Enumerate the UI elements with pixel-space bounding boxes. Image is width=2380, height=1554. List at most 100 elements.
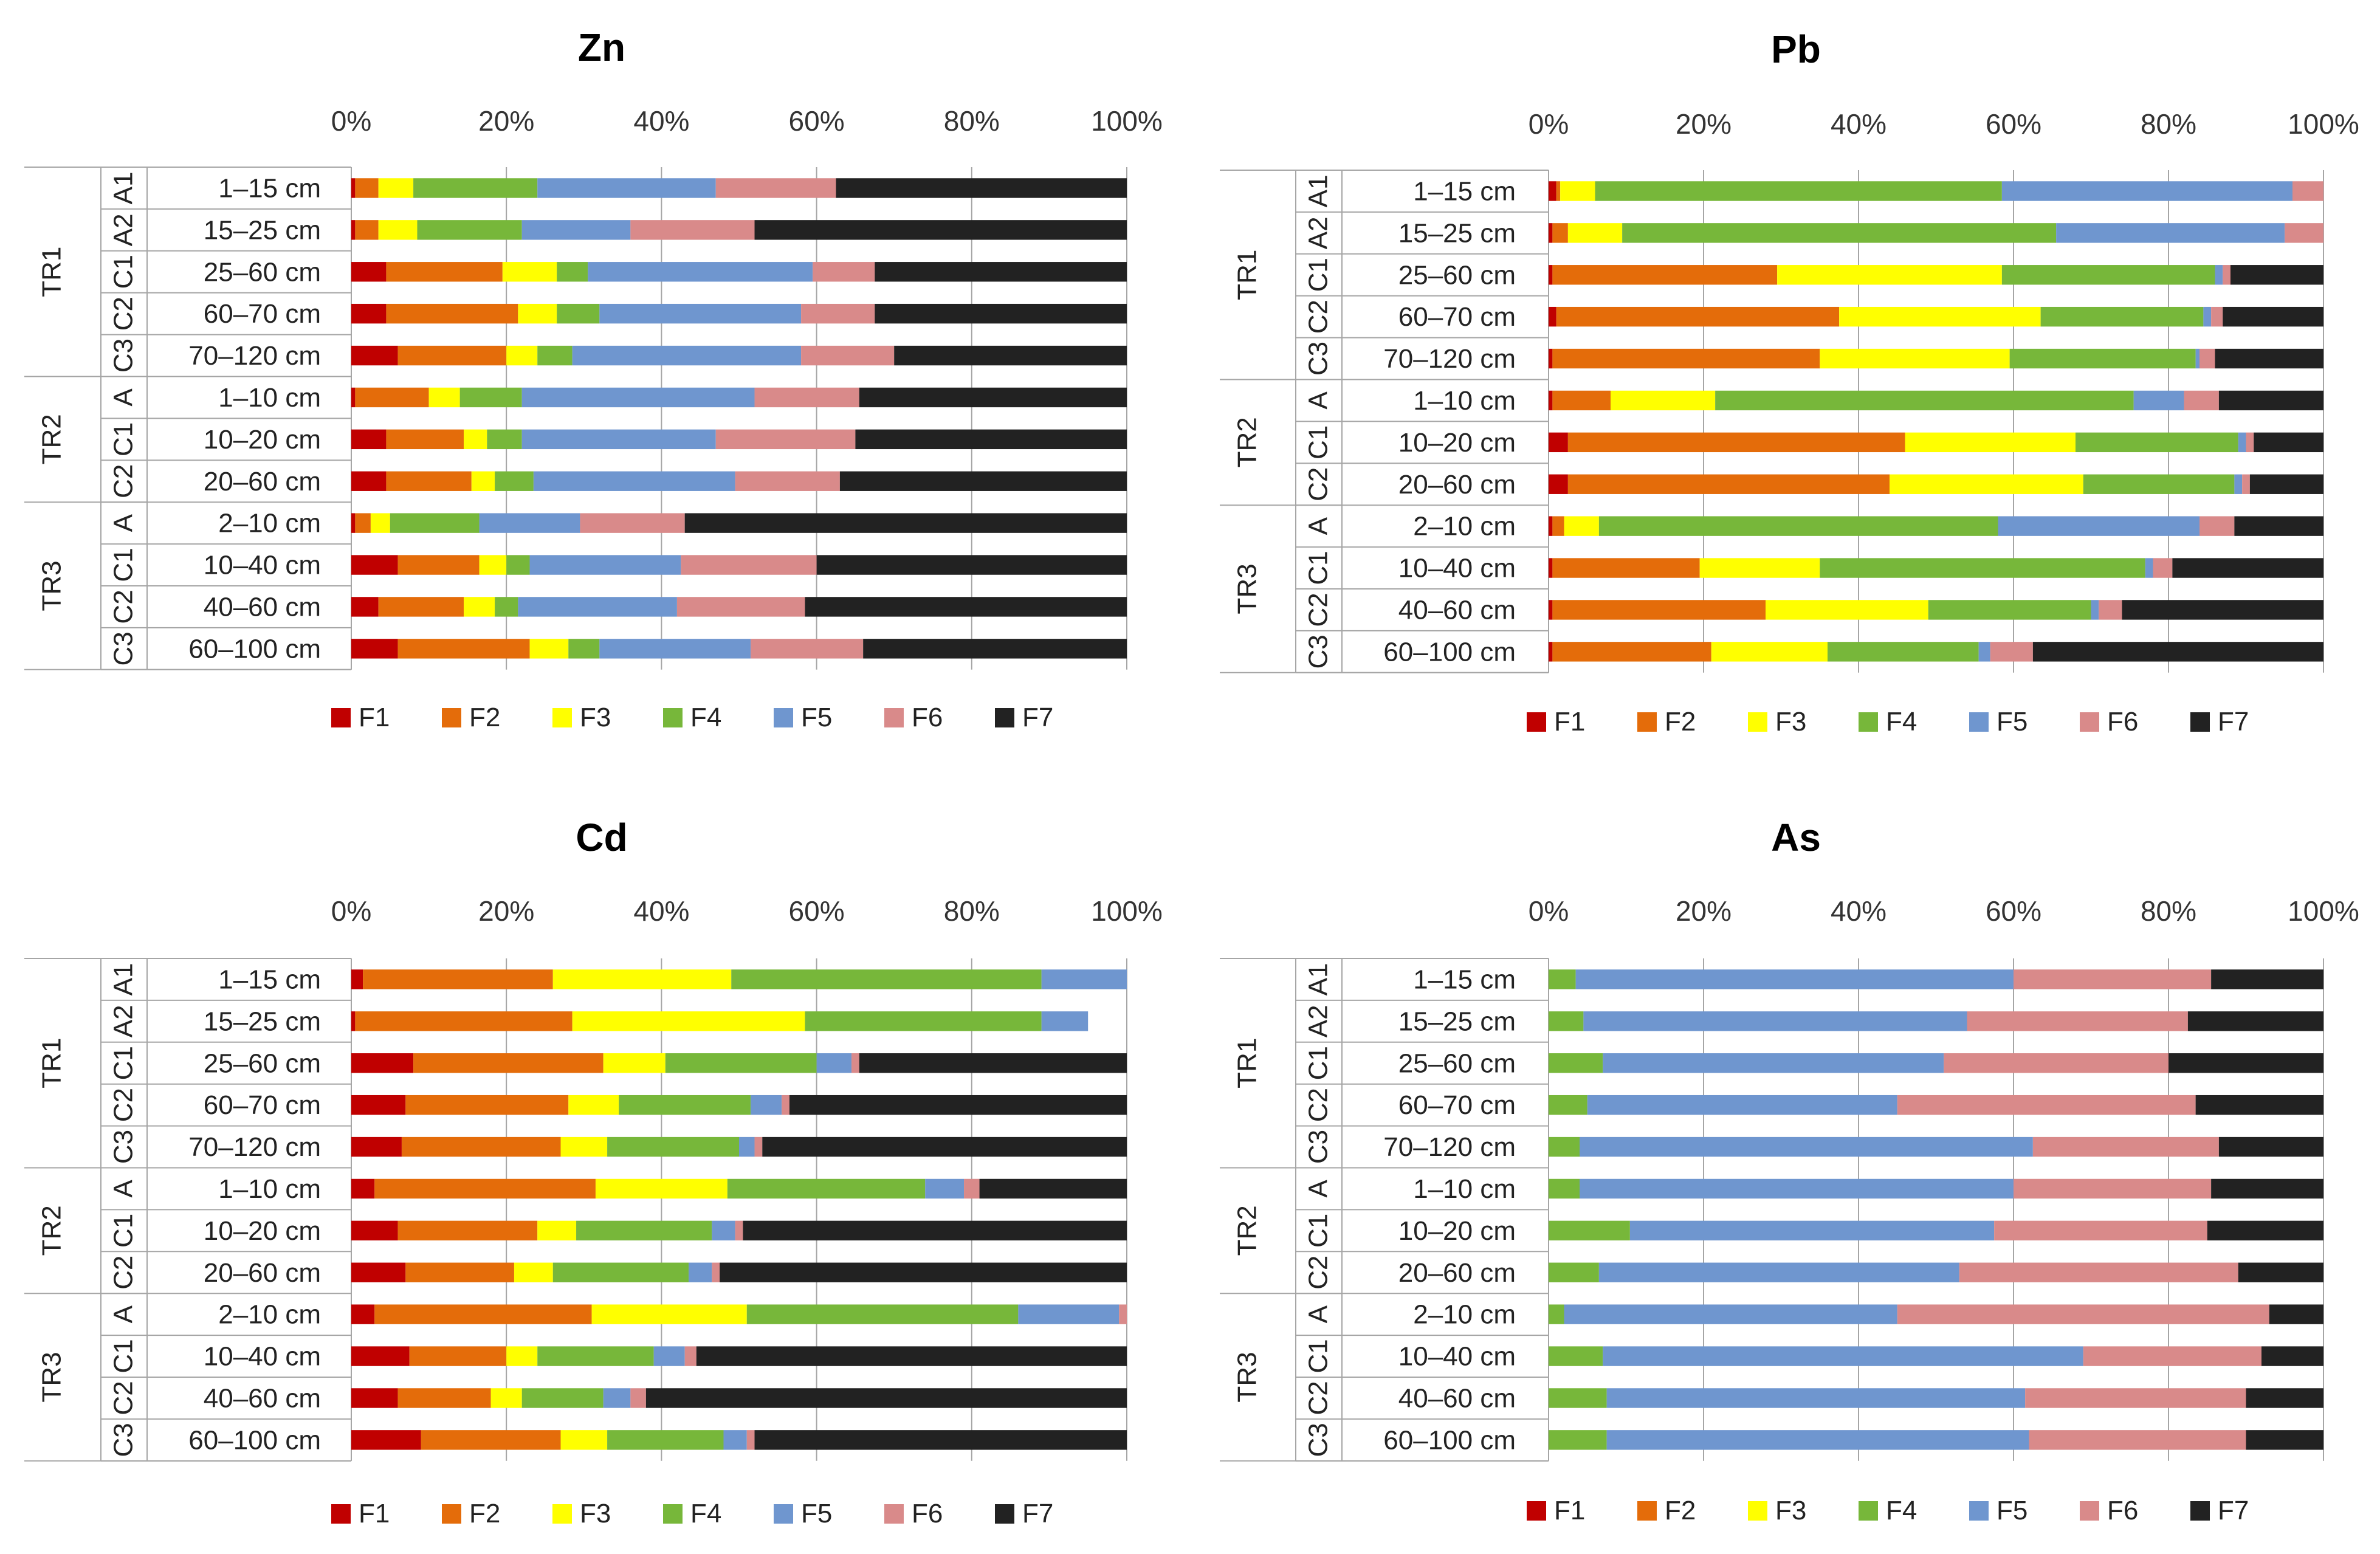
- bar-segment-f3: [1905, 432, 2076, 453]
- bar-segment-f1: [1549, 348, 1553, 369]
- legend-label: F1: [1554, 1496, 1585, 1525]
- bar-segment-f5: [1998, 516, 2199, 536]
- bar-segment-f5: [2234, 474, 2243, 494]
- horizon-label: C3: [109, 1130, 139, 1164]
- bar-segment-f2: [397, 345, 507, 366]
- legend-swatch-f2: [442, 1504, 461, 1524]
- bar-segment-f1: [351, 1095, 406, 1115]
- x-tick-label: 80%: [944, 105, 1000, 137]
- category-label: 60–70 cm: [204, 1090, 321, 1120]
- bar-segment-f7: [2187, 1011, 2323, 1031]
- group-label: TR2: [1233, 417, 1262, 467]
- chart-title: As: [1771, 816, 1821, 859]
- group-label: TR1: [37, 1038, 67, 1088]
- bar-segment-f6: [801, 303, 875, 324]
- bar-segment-f4: [1549, 1136, 1580, 1157]
- bar-segment-f6: [2029, 1430, 2246, 1450]
- bar-segment-f4: [1549, 1095, 1587, 1115]
- bar-segment-f1: [1549, 558, 1553, 578]
- horizon-label: C1: [109, 1339, 139, 1373]
- legend-swatch-f2: [442, 708, 461, 727]
- bar-segment-f4: [2001, 265, 2215, 285]
- group-label: TR3: [37, 560, 67, 611]
- bar-segment-f4: [1549, 1220, 1630, 1241]
- bar-segment-f4: [537, 1346, 654, 1366]
- bar-segment-f2: [421, 1430, 561, 1450]
- bar-segment-f3: [1564, 516, 1599, 536]
- bar-segment-f1: [351, 429, 387, 450]
- bar-segment-f4: [1598, 516, 1998, 536]
- bar-segment-f5: [689, 1262, 712, 1282]
- legend-swatch-f4: [1859, 712, 1878, 732]
- legend: F1 F2 F3 F4 F5 F6 F7: [1527, 1496, 2249, 1525]
- bar-segment-f2: [413, 1053, 604, 1073]
- bar-segment-f6: [2083, 1346, 2261, 1366]
- x-tick-label: 0%: [331, 105, 371, 137]
- bar-segment-f5: [2145, 558, 2153, 578]
- bar-segment-f3: [490, 1388, 522, 1408]
- legend-label: F6: [912, 703, 943, 732]
- bar-segment-f4: [1595, 181, 2002, 201]
- legend-label: F2: [469, 1499, 500, 1528]
- bar-segment-f2: [386, 471, 472, 491]
- bar-segment-f4: [1549, 1178, 1580, 1199]
- bar-segment-f7: [2172, 558, 2323, 578]
- bar-segment-f6: [712, 1262, 720, 1282]
- bar-segment-f2: [386, 429, 464, 450]
- bar-segment-f4: [521, 1388, 604, 1408]
- bar-segment-f1: [1549, 181, 1556, 201]
- bar-segment-f6: [1897, 1304, 2269, 1324]
- bar-segment-f4: [1549, 969, 1576, 989]
- bar-segment-f6: [2223, 265, 2230, 285]
- legend-label: F2: [469, 703, 500, 732]
- bar-segment-f3: [1777, 265, 2002, 285]
- legend-label: F5: [1997, 1496, 2027, 1525]
- category-label: 1–10 cm: [1413, 386, 1516, 416]
- bar-segment-f6: [630, 220, 755, 240]
- bar-segment-f5: [572, 345, 802, 366]
- x-tick-label: 40%: [633, 105, 689, 137]
- legend-swatch-f5: [1969, 712, 1989, 732]
- bar-segment-f6: [1944, 1053, 2168, 1073]
- bar-segment-f1: [351, 597, 379, 617]
- chart-title: Pb: [1771, 27, 1821, 71]
- legend-swatch-f3: [1748, 712, 1767, 732]
- bar-segment-f6: [735, 1220, 743, 1241]
- group-label: TR1: [37, 247, 67, 297]
- bar-segment-f1: [351, 1388, 398, 1408]
- bar-segment-f1: [1549, 516, 1553, 536]
- bar-segment-f5: [1587, 1095, 1897, 1115]
- legend-swatch-f1: [331, 708, 351, 727]
- bar-segment-f1: [351, 178, 356, 198]
- category-label: 1–10 cm: [218, 383, 321, 413]
- bar-segment-f3: [1890, 474, 2083, 494]
- group-label: TR1: [1233, 250, 1262, 300]
- bar-segment-f7: [863, 639, 1127, 659]
- horizon-label: C1: [1304, 1046, 1333, 1080]
- category-label: 60–100 cm: [1383, 1425, 1516, 1455]
- bar-segment-f2: [1552, 558, 1700, 578]
- bar-segment-f4: [487, 429, 522, 450]
- legend-swatch-f5: [1969, 1501, 1989, 1521]
- category-label: 70–120 cm: [188, 1132, 321, 1162]
- bar-segment-f3: [464, 597, 495, 617]
- bar-segment-f4: [495, 597, 518, 617]
- bar-segment-f4: [1549, 1262, 1599, 1282]
- bar-segment-f3: [1839, 306, 2041, 327]
- legend-swatch-f7: [2190, 1501, 2210, 1521]
- bar-segment-f2: [1556, 181, 1561, 201]
- bar-segment-f1: [351, 471, 387, 491]
- legend-label: F2: [1665, 1496, 1696, 1525]
- bar-segment-f5: [521, 387, 755, 408]
- chart-title: Cd: [576, 816, 627, 859]
- bar-segment-f6: [2032, 1136, 2219, 1157]
- bar-segment-f6: [2292, 181, 2323, 201]
- horizon-label: C3: [1304, 1130, 1333, 1164]
- bar-segment-f2: [363, 969, 553, 989]
- legend: F1 F2 F3 F4 F5 F6 F7: [1527, 707, 2249, 737]
- bar-segment-f7: [720, 1262, 1127, 1282]
- bar-segment-f5: [723, 1430, 747, 1450]
- category-label: 25–60 cm: [204, 257, 321, 287]
- bar-segment-f6: [2014, 1178, 2212, 1199]
- bar-segment-f2: [386, 303, 518, 324]
